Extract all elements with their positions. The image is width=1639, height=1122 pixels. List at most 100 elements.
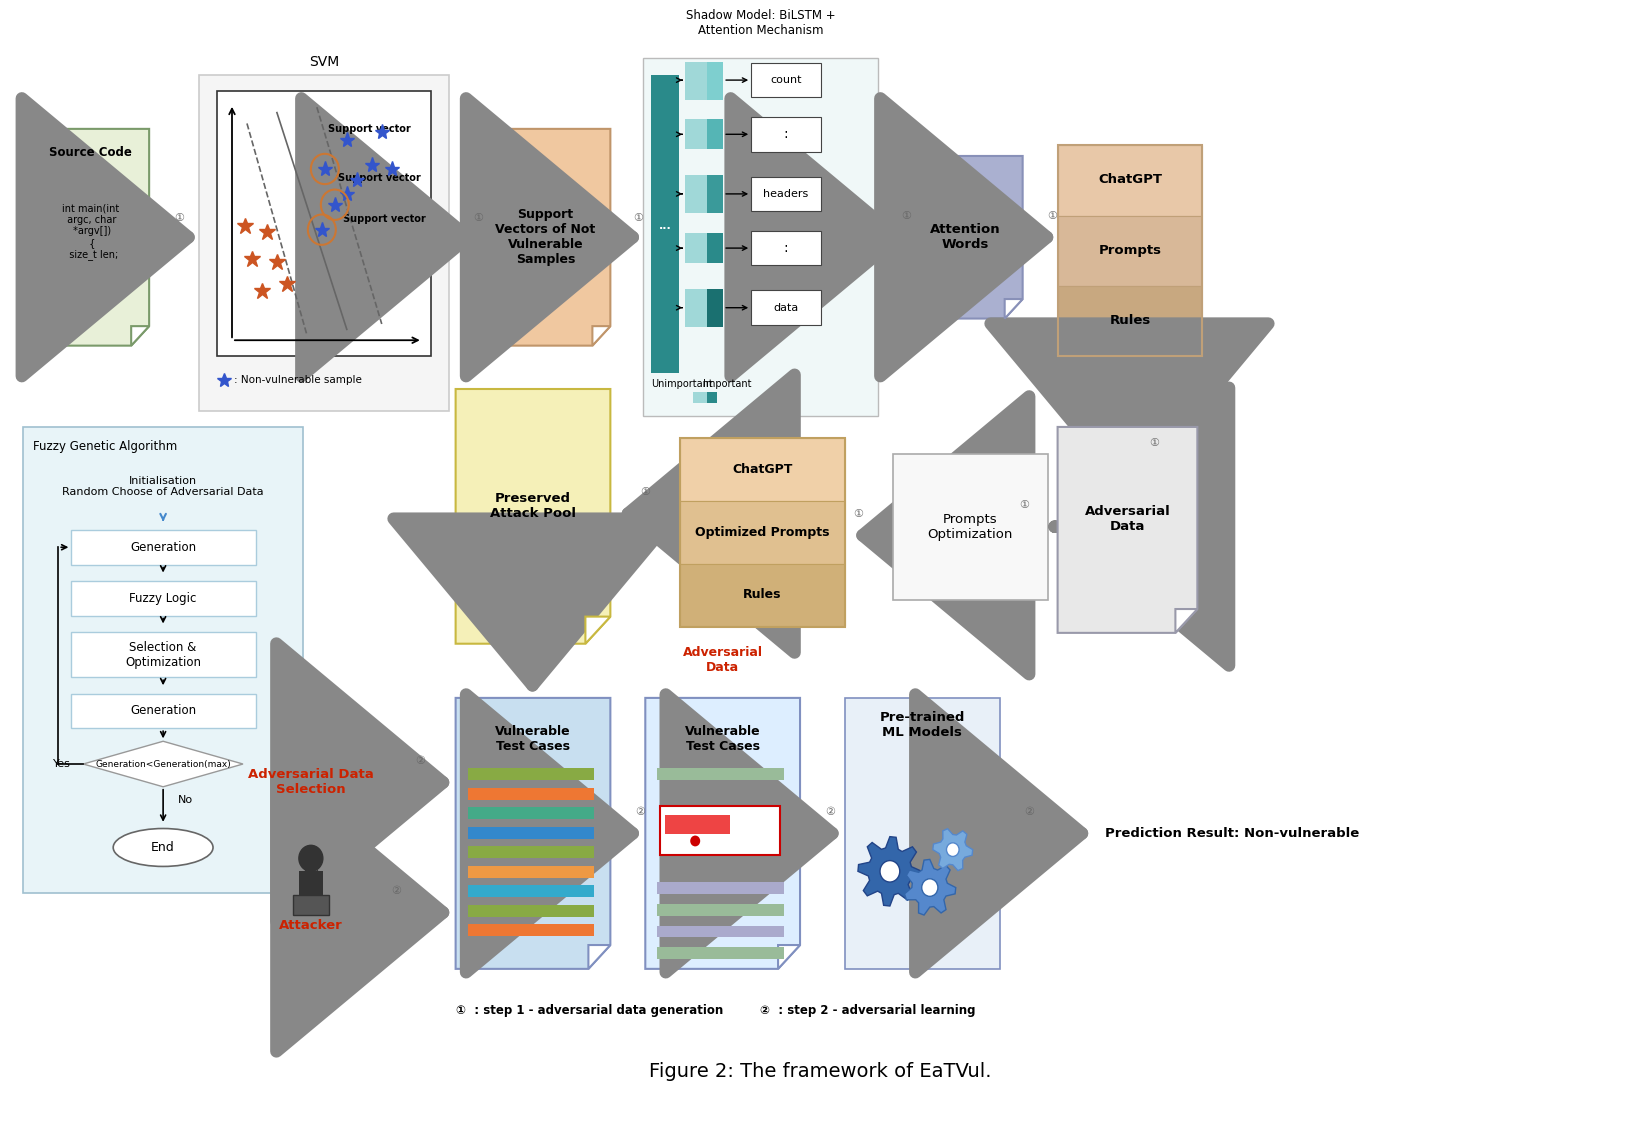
Bar [892, 454, 1047, 600]
Bar [651, 75, 679, 373]
Polygon shape [31, 129, 149, 346]
Bar [685, 62, 706, 100]
Text: :: : [783, 127, 788, 141]
Text: ①: ① [1019, 500, 1029, 511]
Text: Figure 2: The framework of EaTVul.: Figure 2: The framework of EaTVul. [649, 1063, 990, 1082]
Circle shape [690, 836, 700, 846]
Text: ②: ② [634, 807, 644, 817]
Bar [657, 769, 783, 780]
Text: Yes: Yes [54, 758, 70, 769]
Polygon shape [84, 742, 243, 787]
Bar [680, 438, 844, 500]
Polygon shape [857, 837, 921, 905]
Text: Fuzzy Genetic Algorithm: Fuzzy Genetic Algorithm [33, 440, 177, 453]
Bar [844, 698, 1000, 969]
Bar [467, 788, 593, 800]
Text: ⚠: ⚠ [298, 857, 323, 885]
Text: No: No [179, 794, 193, 804]
Polygon shape [131, 327, 149, 346]
Text: Vulnerable
Test Cases: Vulnerable Test Cases [685, 725, 760, 753]
Bar [657, 882, 783, 894]
Text: data: data [774, 303, 798, 313]
Bar [657, 904, 783, 916]
Polygon shape [456, 389, 610, 644]
Bar [467, 925, 593, 937]
Polygon shape [585, 617, 610, 644]
Bar [70, 632, 256, 678]
Text: Adversarial
Data: Adversarial Data [1083, 505, 1170, 533]
Text: ...: ... [659, 221, 672, 231]
Bar [70, 530, 256, 564]
Text: Attention
Words: Attention Words [929, 223, 1000, 251]
Bar [1057, 215, 1201, 286]
Polygon shape [592, 327, 610, 346]
Text: Rules: Rules [742, 588, 782, 601]
Text: Optimized Prompts: Optimized Prompts [695, 525, 829, 539]
Text: Shadow Model: BiLSTM +
Attention Mechanism: Shadow Model: BiLSTM + Attention Mechani… [685, 9, 834, 37]
Text: Support
Vectors of Not
Vulnerable
Samples: Support Vectors of Not Vulnerable Sample… [495, 209, 595, 266]
Polygon shape [1005, 300, 1023, 319]
Bar [467, 885, 593, 898]
Text: ①: ① [1149, 439, 1159, 448]
Bar [1057, 286, 1201, 357]
Bar [467, 866, 593, 877]
Text: End: End [151, 842, 175, 854]
Circle shape [946, 843, 959, 856]
Text: ①: ① [852, 508, 862, 518]
Text: int main(int
 argc, char
 *argv[])
 {
  size_t len;: int main(int argc, char *argv[]) { size_… [62, 203, 118, 260]
Bar [661, 807, 780, 855]
Bar [680, 500, 844, 563]
Text: Prediction Result: Non-vulnerable: Prediction Result: Non-vulnerable [1103, 827, 1359, 840]
Bar [1057, 145, 1201, 215]
Text: Unimportant: Unimportant [651, 378, 713, 388]
Bar [751, 63, 821, 98]
Bar [751, 176, 821, 211]
Bar [657, 947, 783, 959]
Text: Source Code: Source Code [49, 146, 131, 159]
Text: Initialisation
Random Choose of Adversarial Data: Initialisation Random Choose of Adversar… [62, 476, 264, 497]
Text: ②: ② [1024, 807, 1034, 817]
Bar [657, 926, 783, 938]
Bar [1057, 145, 1201, 357]
Polygon shape [456, 698, 610, 969]
Text: Prompts: Prompts [1098, 243, 1160, 257]
Text: Fuzzy Logic: Fuzzy Logic [129, 591, 197, 605]
Text: ①: ① [900, 211, 910, 221]
Bar [467, 827, 593, 839]
Text: ①: ① [1047, 211, 1057, 221]
Text: ChatGPT: ChatGPT [1096, 173, 1162, 186]
Bar [685, 175, 706, 213]
Polygon shape [905, 859, 956, 916]
Bar [706, 119, 723, 149]
Polygon shape [1175, 609, 1196, 633]
Bar [70, 693, 256, 728]
Bar [467, 769, 593, 780]
Polygon shape [777, 945, 800, 969]
Bar [693, 393, 706, 403]
Text: Important: Important [703, 378, 751, 388]
Bar [751, 231, 821, 266]
Polygon shape [933, 829, 972, 871]
Text: ②  : step 2 - adversarial learning: ② : step 2 - adversarial learning [759, 1003, 975, 1017]
Polygon shape [1057, 427, 1196, 633]
Bar [665, 815, 729, 835]
Bar [685, 233, 706, 264]
Text: Support vector: Support vector [343, 214, 426, 223]
Bar [751, 117, 821, 151]
Circle shape [298, 845, 323, 872]
Text: Attacker: Attacker [279, 919, 343, 932]
Text: ②: ② [415, 756, 426, 766]
Text: Support vector: Support vector [328, 123, 410, 134]
Bar [642, 58, 877, 416]
Text: Vulnerable
Test Cases: Vulnerable Test Cases [495, 725, 570, 753]
Bar [70, 581, 256, 616]
Text: Adversarial
Data: Adversarial Data [682, 646, 762, 674]
Bar [216, 91, 431, 357]
Text: ①  : step 1 - adversarial data generation: ① : step 1 - adversarial data generation [456, 1003, 723, 1017]
Bar [706, 175, 723, 213]
Text: headers: headers [764, 188, 808, 199]
Bar [685, 289, 706, 328]
Bar [751, 291, 821, 325]
Text: ①: ① [639, 487, 651, 497]
Text: ①: ① [633, 213, 642, 223]
